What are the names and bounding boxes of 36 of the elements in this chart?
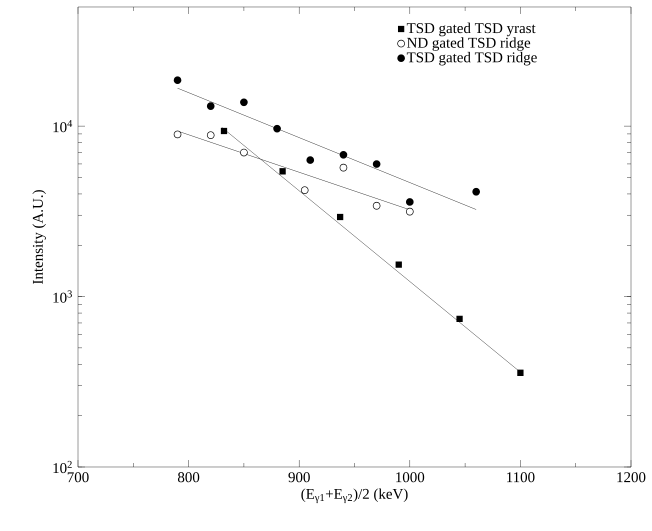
point — [273, 124, 281, 133]
point — [206, 102, 215, 110]
x-tick-label: 1200 — [617, 472, 646, 482]
point — [174, 130, 182, 138]
point — [174, 76, 182, 84]
x-tick-label: 900 — [288, 472, 310, 482]
x-axis-title: (E$_{γ1}$+E$_{γ2}$)/2 (keV) — [301, 488, 408, 504]
point — [456, 316, 463, 322]
legend-label: TSD gated TSD ridge — [406, 52, 537, 66]
point — [279, 168, 286, 174]
x-tick-label: 1000 — [396, 472, 424, 482]
y-axis-title: Intensity (A.U.) — [32, 190, 46, 284]
y-tick-label: 10$^{4}$ — [53, 120, 72, 132]
y-tick-label: 10$^{3}$ — [53, 290, 72, 303]
point — [406, 198, 414, 206]
point — [340, 164, 348, 172]
point — [517, 370, 524, 376]
x-tick-label: 1100 — [507, 472, 535, 482]
legend-label: ND gated TSD ridge — [407, 37, 530, 51]
legend-label: TSD gated TSD yrast — [406, 22, 536, 36]
point — [472, 188, 480, 196]
y-tick-label: 10$^{2}$ — [53, 460, 72, 474]
point — [206, 131, 215, 139]
point — [406, 208, 414, 216]
x-tick-label: 800 — [178, 472, 200, 482]
point — [336, 214, 344, 220]
x-tick-label: 700 — [68, 472, 89, 482]
point — [372, 160, 380, 168]
point — [340, 150, 348, 159]
point — [306, 156, 314, 164]
point — [220, 128, 228, 134]
point — [240, 98, 248, 106]
point — [300, 186, 309, 194]
point — [396, 261, 402, 268]
point — [240, 148, 248, 156]
point — [372, 202, 380, 210]
